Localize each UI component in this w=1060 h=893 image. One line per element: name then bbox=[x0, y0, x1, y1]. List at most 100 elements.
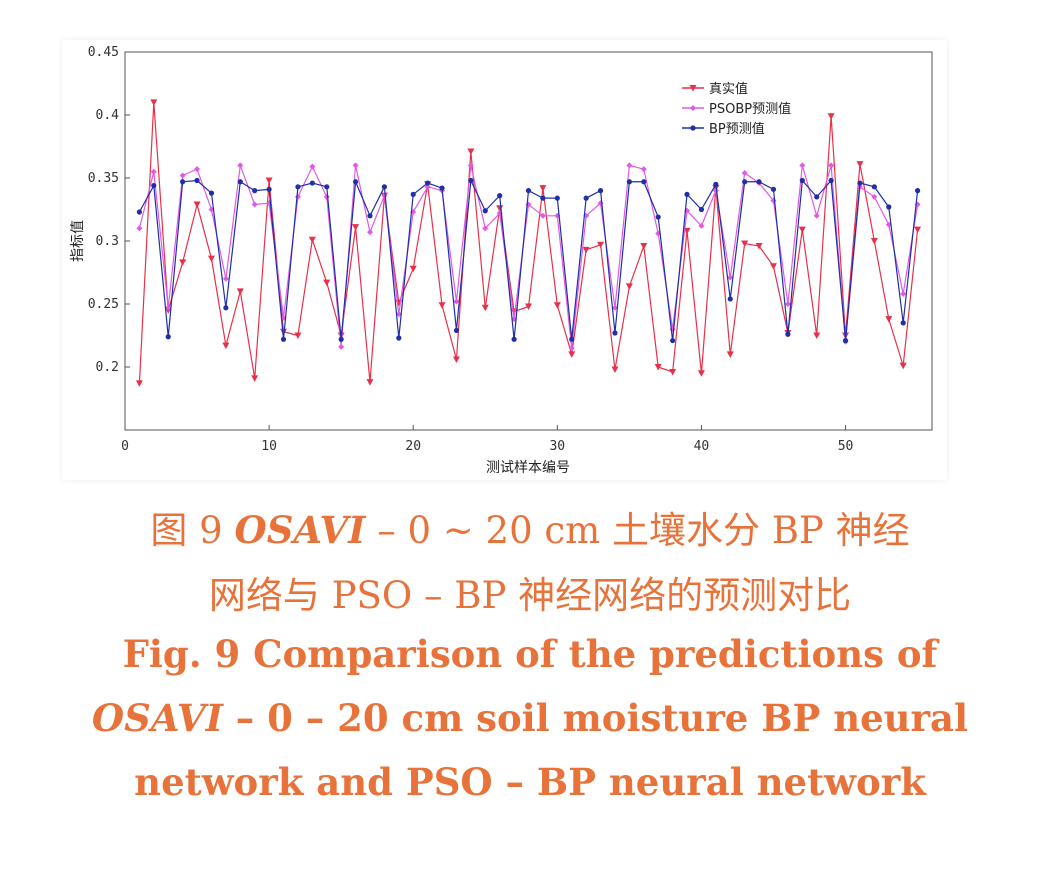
data-point-bp bbox=[453, 327, 460, 334]
data-point-bp bbox=[223, 305, 229, 311]
data-point-pso bbox=[568, 345, 575, 352]
data-point-bp bbox=[727, 296, 733, 302]
data-point-bp bbox=[626, 179, 632, 185]
legend-label-true: 真实值 bbox=[709, 81, 748, 97]
data-point-true bbox=[467, 148, 475, 156]
x-tick-label: 20 bbox=[405, 439, 421, 454]
data-point-bp bbox=[266, 186, 272, 192]
x-tick-label: 30 bbox=[549, 439, 565, 454]
data-point-true bbox=[697, 370, 705, 377]
data-point-true bbox=[481, 304, 489, 312]
data-point-true bbox=[539, 185, 547, 192]
data-point-bp bbox=[684, 191, 690, 197]
data-point-true bbox=[726, 351, 734, 358]
data-point-bp bbox=[842, 337, 849, 344]
data-point-bp bbox=[396, 335, 402, 341]
data-point-true bbox=[323, 279, 331, 287]
data-point-pso bbox=[323, 193, 330, 200]
data-point-pso bbox=[900, 290, 907, 297]
data-point-pso bbox=[828, 162, 835, 169]
figure-panel: 0 10 20 30 40 50 0.2 0.25 0.3 0.35 0.4 0.45 真实值 PSO… bbox=[62, 40, 947, 480]
data-point-pso bbox=[309, 163, 316, 170]
data-point-bp bbox=[756, 179, 762, 185]
x-tick-label: 50 bbox=[838, 439, 854, 454]
data-point-bp bbox=[612, 330, 618, 336]
data-point-bp bbox=[381, 184, 387, 190]
data-point-pso bbox=[799, 162, 806, 169]
data-point-true bbox=[611, 366, 619, 374]
data-point-pso bbox=[136, 225, 143, 232]
data-point-bp bbox=[165, 334, 171, 340]
data-point-pso bbox=[626, 162, 633, 169]
data-point-bp bbox=[468, 177, 474, 184]
series-line-true bbox=[138, 102, 919, 384]
data-point-true bbox=[870, 238, 878, 245]
data-point-true bbox=[885, 316, 893, 323]
data-point-bp bbox=[670, 337, 676, 344]
caption-cn-figure-number: 图 9 bbox=[150, 509, 235, 552]
data-point-pso bbox=[165, 304, 172, 311]
data-point-bp bbox=[540, 195, 546, 201]
caption-cn-index-name: OSAVI bbox=[234, 508, 366, 552]
data-point-pso bbox=[194, 166, 201, 173]
data-point-pso bbox=[453, 298, 460, 305]
data-point-bp bbox=[425, 180, 431, 186]
x-axis-label: 测试样本编号 bbox=[486, 460, 570, 476]
data-point-true bbox=[179, 259, 187, 266]
data-point-bp bbox=[569, 336, 575, 342]
x-axis-ticks: 0 10 20 30 40 50 bbox=[121, 425, 853, 454]
data-point-bp bbox=[136, 209, 143, 215]
data-point-true bbox=[568, 351, 576, 358]
data-point-pso bbox=[352, 162, 359, 169]
data-point-bp bbox=[698, 206, 705, 213]
y-tick-label: 0.45 bbox=[88, 45, 119, 60]
caption-en-line-2-text: – 0 – 20 cm soil moisture BP neural bbox=[222, 696, 969, 740]
data-point-pso bbox=[395, 311, 402, 318]
data-point-true bbox=[669, 369, 677, 376]
line-chart: 0 10 20 30 40 50 0.2 0.25 0.3 0.35 0.4 0.45 真实值 PSO… bbox=[70, 45, 933, 476]
data-point-true bbox=[438, 302, 446, 309]
series-layer bbox=[135, 99, 922, 387]
data-point-true bbox=[899, 362, 907, 370]
data-point-bp bbox=[713, 181, 719, 187]
data-point-bp bbox=[742, 179, 748, 185]
data-point-true bbox=[525, 303, 532, 311]
data-point-true bbox=[769, 263, 777, 270]
data-point-true bbox=[135, 380, 143, 387]
data-point-pso bbox=[338, 343, 345, 350]
data-point-pso bbox=[741, 169, 748, 176]
data-point-pso bbox=[784, 301, 791, 307]
data-point-bp bbox=[309, 180, 315, 186]
legend: 真实值 PSOBP预测值 BP预测值 bbox=[682, 81, 791, 137]
data-point-true bbox=[308, 236, 316, 244]
data-point-bp bbox=[857, 180, 863, 186]
legend-label-pso: PSOBP预测值 bbox=[709, 101, 791, 117]
data-point-true bbox=[251, 375, 259, 382]
data-point-bp bbox=[597, 188, 604, 194]
data-point-bp bbox=[252, 188, 258, 194]
data-point-true bbox=[914, 226, 922, 234]
data-point-bp bbox=[799, 177, 805, 184]
data-point-pso bbox=[366, 229, 373, 236]
data-point-true bbox=[625, 283, 633, 290]
data-point-bp bbox=[497, 193, 503, 199]
data-point-true bbox=[856, 161, 864, 168]
data-point-true bbox=[654, 364, 662, 371]
data-point-true bbox=[150, 99, 158, 106]
x-tick-label: 10 bbox=[261, 439, 277, 454]
y-tick-label: 0.3 bbox=[96, 234, 119, 249]
data-point-bp bbox=[511, 336, 517, 342]
y-tick-label: 0.35 bbox=[88, 171, 119, 186]
data-point-pso bbox=[539, 212, 546, 219]
data-point-bp bbox=[352, 179, 359, 185]
data-point-bp bbox=[208, 190, 215, 196]
data-point-true bbox=[193, 201, 201, 208]
data-point-bp bbox=[151, 182, 157, 189]
y-axis-ticks: 0.2 0.25 0.3 0.35 0.4 0.45 bbox=[88, 45, 130, 375]
data-point-true bbox=[755, 243, 763, 250]
data-point-pso bbox=[237, 162, 244, 169]
y-axis-label: 指标值 bbox=[70, 220, 86, 262]
data-point-true bbox=[294, 332, 302, 339]
data-point-bp bbox=[914, 188, 921, 194]
legend-marker-true bbox=[689, 85, 697, 92]
